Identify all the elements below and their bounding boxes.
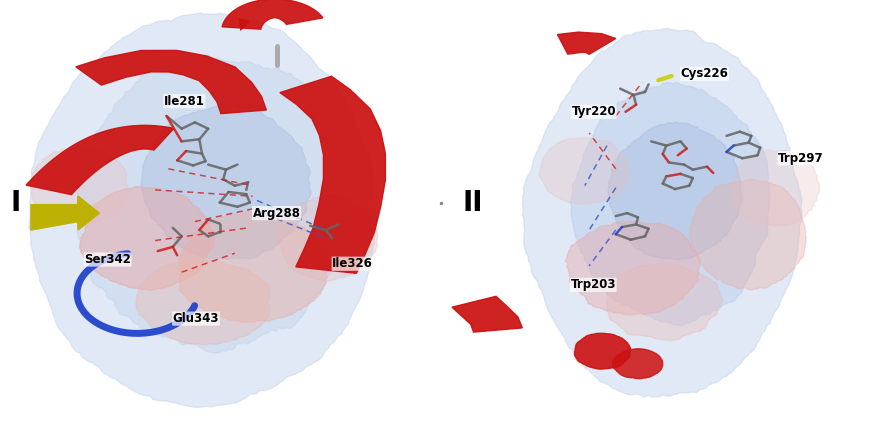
Polygon shape	[557, 32, 616, 54]
Text: Trp297: Trp297	[778, 152, 823, 165]
Text: Ser342: Ser342	[84, 253, 131, 266]
Polygon shape	[280, 76, 385, 273]
Polygon shape	[76, 50, 267, 114]
Polygon shape	[574, 333, 631, 369]
Text: Ile281: Ile281	[164, 95, 205, 108]
Polygon shape	[277, 195, 377, 281]
Polygon shape	[571, 82, 770, 325]
Text: Tyr220: Tyr220	[571, 106, 616, 118]
Text: Trp203: Trp203	[571, 279, 616, 291]
Polygon shape	[689, 179, 806, 290]
Polygon shape	[608, 122, 742, 260]
Polygon shape	[136, 259, 270, 345]
Polygon shape	[612, 349, 663, 379]
Polygon shape	[606, 263, 723, 341]
Polygon shape	[732, 150, 820, 226]
Polygon shape	[141, 103, 311, 259]
Text: Ile326: Ile326	[332, 257, 373, 270]
Polygon shape	[31, 196, 99, 230]
Polygon shape	[26, 125, 174, 195]
Polygon shape	[29, 13, 377, 407]
Polygon shape	[222, 0, 323, 29]
Text: Glu343: Glu343	[173, 312, 219, 325]
Polygon shape	[523, 28, 802, 397]
Polygon shape	[452, 296, 523, 332]
Polygon shape	[31, 196, 99, 230]
Polygon shape	[80, 187, 214, 290]
Text: II: II	[462, 189, 483, 216]
Polygon shape	[565, 221, 700, 315]
Polygon shape	[539, 138, 630, 204]
Text: Cys226: Cys226	[680, 68, 728, 80]
Text: I: I	[11, 189, 21, 216]
Polygon shape	[75, 55, 350, 353]
Polygon shape	[179, 211, 330, 322]
Polygon shape	[31, 147, 128, 224]
Text: Arg288: Arg288	[253, 207, 300, 219]
